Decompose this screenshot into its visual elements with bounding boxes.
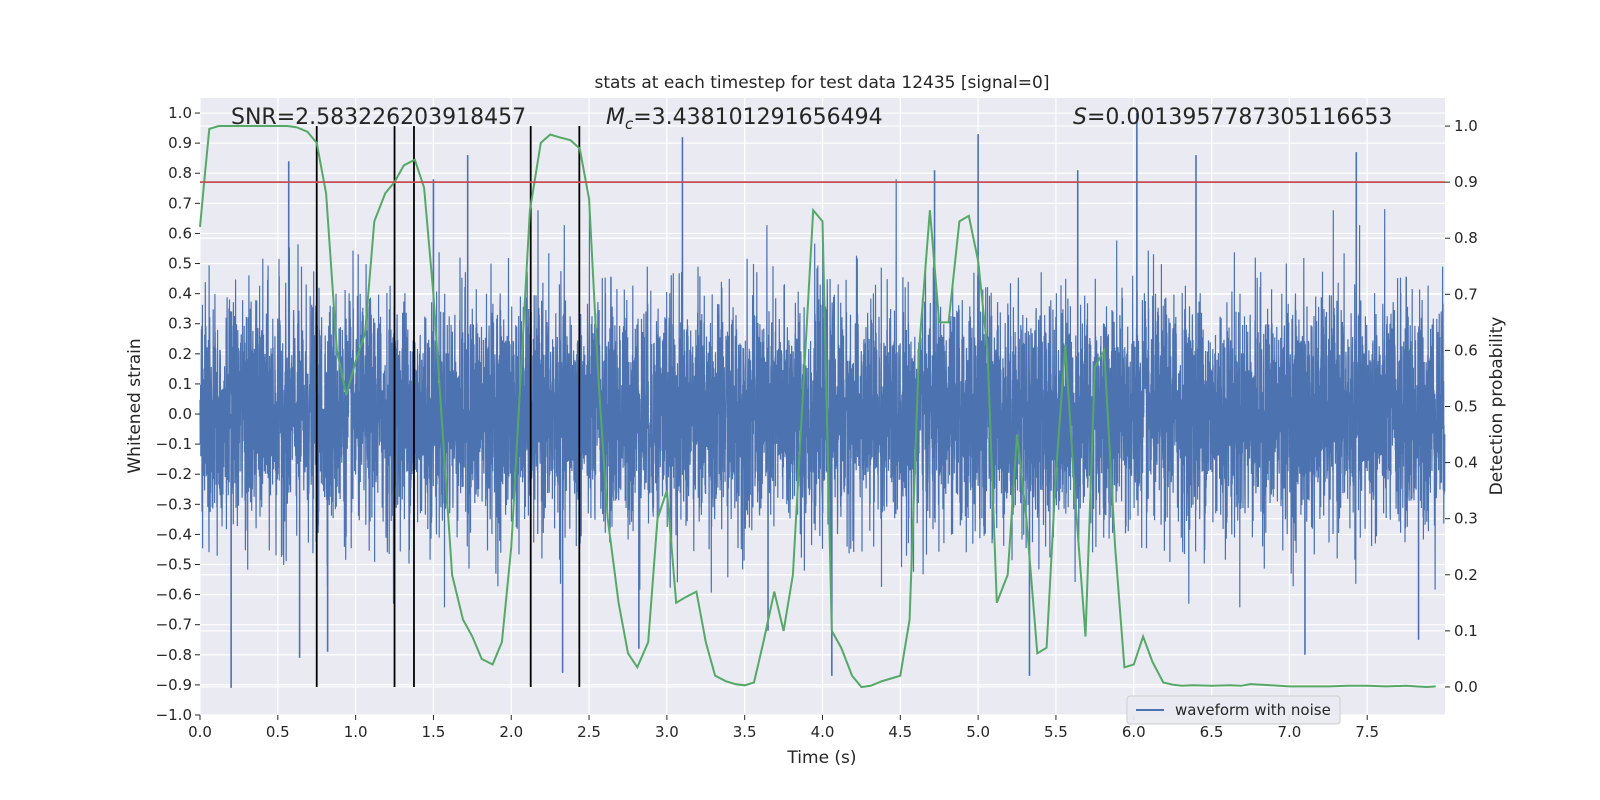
y-tick-label: 0.4 [168, 285, 192, 303]
y-tick-label: 0.2 [168, 345, 192, 363]
x-tick-label: 2.5 [577, 723, 601, 741]
y2-tick-labels: 0.0 0.1 0.2 0.3 0.4 0.5 0.6 0.7 0.8 0.9 1.0 [1445, 117, 1478, 696]
x-tick-label: 0.5 [266, 723, 290, 741]
y-tick-label: −0.1 [156, 435, 192, 453]
x-tick-label: 4.5 [888, 723, 912, 741]
y-tick-label: 0.1 [168, 375, 192, 393]
x-tick-label: 0.0 [188, 723, 212, 741]
legend-box [1126, 695, 1341, 725]
y-tick-label: 0.0 [168, 405, 192, 423]
x-tick-label: 5.5 [1044, 723, 1068, 741]
x-tick-label: 5.0 [966, 723, 990, 741]
waveform-line [199, 179, 1446, 608]
y2-tick-label: 1.0 [1454, 117, 1478, 135]
y-tick-label: 0.5 [168, 255, 192, 273]
x-tick-label: 2.0 [499, 723, 523, 741]
x-axis-label: Time (s) [786, 748, 856, 768]
vertical-markers [315, 126, 581, 687]
x-tick-label: 1.5 [422, 723, 446, 741]
y-tick-labels: −1.0 −0.9 −0.8 −0.7 −0.6 −0.5 −0.4 −0.3 −0.2 −0.1… [156, 104, 200, 724]
s-annotation: S=0.0013957787305116653 [1073, 105, 1392, 130]
y2-tick-label: 0.8 [1454, 229, 1478, 247]
y2-tick-label: 0.5 [1454, 398, 1478, 416]
y2-tick-label: 0.7 [1454, 285, 1478, 303]
y-tick-label: 0.9 [168, 134, 192, 152]
y-tick-label: 0.3 [168, 315, 192, 333]
chart-title: stats at each timestep for test data 124… [595, 73, 1050, 93]
mc-annotation: Mc=3.438101291656494 [606, 105, 883, 133]
detection-probability-series [199, 125, 1436, 689]
x-tick-label: 3.5 [733, 723, 757, 741]
mc-symbol: M [606, 105, 625, 130]
legend-entry-waveform: waveform with noise [1175, 701, 1331, 719]
x-tick-label: 7.0 [1277, 723, 1301, 741]
x-tick-labels: 0.0 0.5 1.0 1.5 2.0 2.5 3.0 3.5 4.0 4.5 5.0 5.5 6.0 6… [188, 715, 1379, 741]
y2-tick-label: 0.9 [1454, 173, 1478, 191]
y-tick-label: −0.8 [156, 646, 192, 664]
y2-tick-label: 0.6 [1454, 341, 1478, 359]
y-tick-label: −1.0 [156, 706, 192, 724]
x-tick-label: 4.0 [811, 723, 835, 741]
y-tick-label: 0.7 [168, 194, 192, 212]
x-tick-label: 6.5 [1200, 723, 1224, 741]
y-tick-label: −0.7 [156, 616, 192, 634]
s-symbol: S [1073, 105, 1087, 130]
y-axis-label: Whitened strain [125, 338, 145, 473]
x-tick-label: 1.0 [344, 723, 368, 741]
y-tick-label: 1.0 [168, 104, 192, 122]
mc-value: =3.438101291656494 [633, 105, 882, 130]
y-tick-label: −0.6 [156, 586, 192, 604]
probability-line [199, 125, 1436, 689]
y-tick-label: 0.8 [168, 164, 192, 182]
y2-axis-label: Detection probability [1487, 317, 1507, 496]
y2-tick-label: 0.2 [1454, 566, 1478, 584]
y-tick-label: −0.5 [156, 556, 192, 574]
x-tick-label: 6.0 [1122, 723, 1146, 741]
y-tick-label: −0.2 [156, 465, 192, 483]
y-tick-label: −0.4 [156, 525, 192, 543]
y-tick-label: −0.3 [156, 495, 192, 513]
y2-tick-label: 0.3 [1454, 510, 1478, 528]
s-value: =0.0013957787305116653 [1087, 105, 1392, 130]
y2-tick-label: 0.4 [1454, 454, 1478, 472]
x-tick-label: 7.5 [1355, 723, 1379, 741]
legend: waveform with noise [1126, 695, 1341, 725]
y-tick-label: 0.6 [168, 224, 192, 242]
y-tick-label: −0.9 [156, 676, 192, 694]
waveform-series [199, 113, 1446, 688]
snr-annotation: SNR=2.583226203918457 [231, 105, 526, 130]
y2-tick-label: 0.0 [1454, 678, 1478, 696]
y2-tick-label: 0.1 [1454, 622, 1478, 640]
mc-subscript: c [625, 115, 634, 133]
x-tick-label: 3.0 [655, 723, 679, 741]
